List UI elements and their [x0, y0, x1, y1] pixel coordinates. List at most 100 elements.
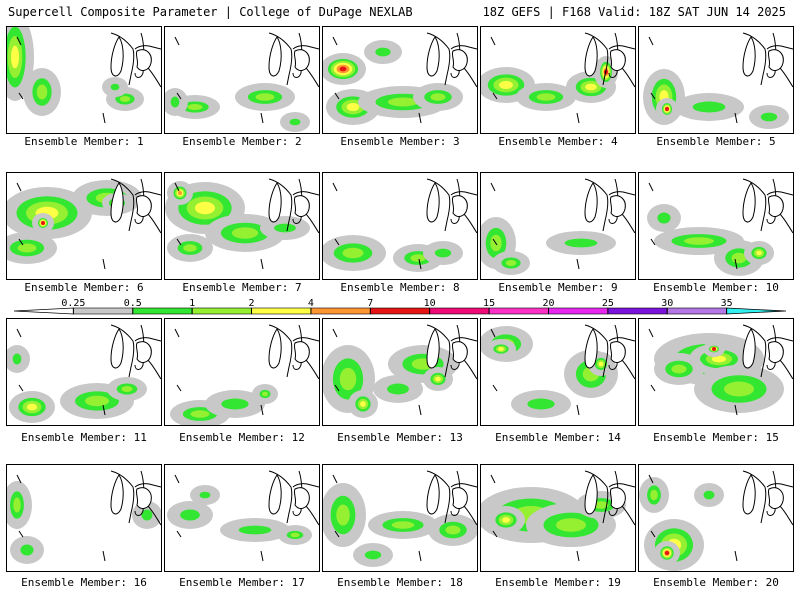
great-lakes-outline [584, 178, 635, 234]
ensemble-map-panel [164, 318, 320, 426]
map-boundary-segment [418, 258, 422, 270]
lake-huron-outline [609, 487, 626, 509]
ensemble-member-label: Ensemble Member: 11 [21, 431, 147, 444]
ensemble-map-panel [480, 318, 636, 426]
scp-contour-fill [121, 386, 133, 392]
scp-contour-fill [336, 504, 350, 526]
great-lakes-outline [742, 178, 793, 234]
scp-map [323, 178, 477, 272]
lake-huron-outline [451, 341, 468, 363]
map-boundary-segment [176, 384, 182, 392]
scp-map [648, 324, 793, 416]
colorbar-swatch [310, 307, 371, 315]
map-boundary-segment [576, 258, 580, 270]
lake-michigan-outline [584, 182, 598, 223]
lake-huron-outline [609, 49, 626, 71]
scp-map [323, 324, 477, 418]
lake-huron-outline [135, 341, 152, 363]
map-boundary-segment [18, 530, 24, 538]
map-boundary-segment [648, 328, 654, 338]
scp-contour-fill [26, 403, 38, 411]
map-boundary-segment [650, 92, 656, 100]
lake-huron-outline [293, 341, 310, 363]
scp-contour-fill [391, 521, 415, 529]
scp-contour-fill [119, 96, 131, 102]
lake-huron-outline [135, 49, 152, 71]
great-lakes-outline [268, 32, 319, 88]
great-lakes-outline [584, 324, 635, 380]
map-boundary-segment [102, 404, 106, 416]
scp-contour-fill [36, 84, 48, 100]
scp-contour-fill [262, 391, 268, 397]
scp-contour-fill [684, 237, 714, 245]
great-lakes-outline [268, 178, 319, 234]
great-lakes-outline [742, 32, 793, 88]
scp-contour-fill [434, 248, 452, 258]
map-boundary-segment [332, 474, 338, 484]
scp-contour-fill [41, 221, 45, 225]
lake-huron-outline [293, 487, 310, 509]
scp-contour-fill [564, 238, 598, 248]
ensemble-member-label: Ensemble Member: 18 [337, 576, 463, 589]
map-boundary-segment [492, 530, 498, 538]
scp-contour-fill [556, 518, 586, 532]
ensemble-member-label: Ensemble Member: 13 [337, 431, 463, 444]
ensemble-map-panel [6, 172, 162, 280]
map-boundary-segment [490, 182, 496, 192]
map-boundary-segment [176, 92, 182, 100]
ensemble-map-panel [6, 26, 162, 134]
lake-michigan-outline [742, 182, 756, 223]
map-boundary-segment [18, 92, 24, 100]
lake-michigan-outline [742, 36, 756, 77]
scp-map [639, 470, 793, 571]
map-boundary-segment [16, 474, 22, 484]
colorbar-tick-label: 10 [424, 298, 436, 309]
lake-huron-outline [451, 487, 468, 509]
scp-contour-fill [712, 347, 716, 351]
map-boundary-segment [734, 258, 738, 270]
ensemble-member-label: Ensemble Member: 3 [340, 135, 460, 148]
lake-michigan-outline [268, 36, 282, 77]
map-boundary-segment [650, 530, 656, 538]
scp-contour-fill [703, 490, 715, 500]
scp-contour-fill [17, 243, 37, 253]
scp-contour-fill [13, 497, 21, 513]
map-boundary-segment [174, 474, 180, 484]
scp-contour-fill [498, 347, 504, 351]
ensemble-map-panel [638, 172, 794, 280]
ensemble-map-panel [480, 26, 636, 134]
lake-huron-outline [451, 195, 468, 217]
ensemble-member-label: Ensemble Member: 1 [24, 135, 144, 148]
map-boundary-segment [734, 550, 738, 562]
scp-map [323, 32, 477, 125]
map-boundary-segment [176, 530, 182, 538]
lake-huron-outline [767, 49, 784, 71]
scp-contour-fill [178, 191, 182, 195]
lake-huron-outline [609, 195, 626, 217]
colorbar-swatch [666, 307, 727, 315]
map-boundary-segment [576, 112, 580, 124]
scp-contour-fill [20, 544, 34, 556]
ensemble-map-panel [6, 464, 162, 572]
great-lakes-outline [584, 470, 635, 526]
scp-contour-fill [274, 223, 296, 233]
colorbar-tick-label: 30 [661, 298, 673, 309]
scp-contour-fill [339, 66, 347, 72]
colorbar-swatch [607, 307, 668, 315]
lake-huron-outline [767, 195, 784, 217]
map-boundary-segment [334, 238, 340, 246]
ensemble-map-panel [322, 26, 478, 134]
map-boundary-segment [174, 36, 180, 46]
scp-contour-fill [536, 93, 556, 101]
colorbar-tick-label: 35 [721, 298, 733, 309]
map-boundary-segment [260, 258, 264, 270]
scp-map [7, 470, 161, 564]
lake-michigan-outline [584, 328, 598, 369]
scp-map [323, 470, 477, 567]
scp-contour-fill [290, 532, 300, 538]
colorbar-tick-label: 0.5 [124, 298, 142, 309]
lake-michigan-outline [426, 328, 440, 369]
lake-michigan-outline [110, 36, 124, 77]
great-lakes-outline [268, 324, 319, 380]
great-lakes-outline [110, 324, 161, 380]
